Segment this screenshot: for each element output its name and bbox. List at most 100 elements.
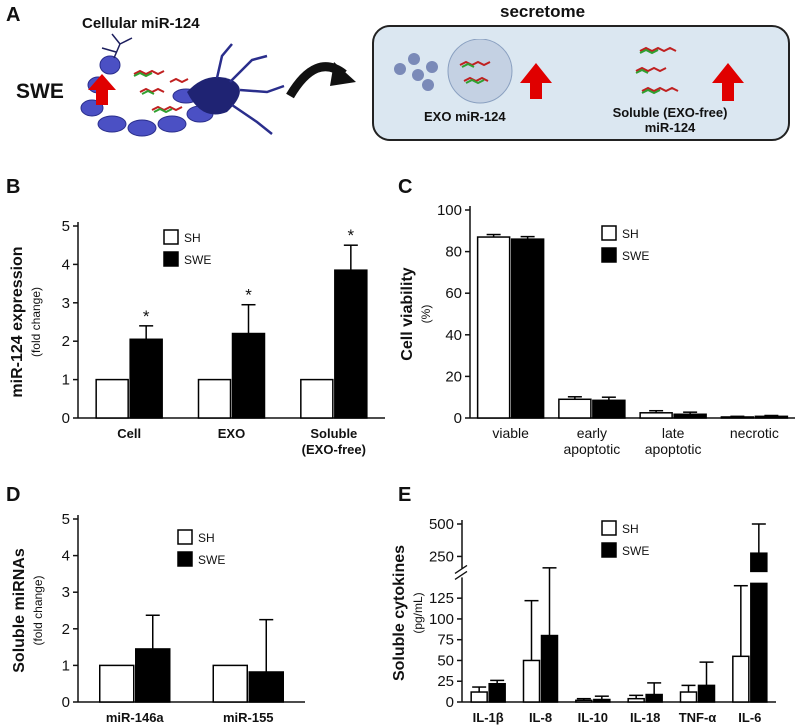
y-axis-title: Soluble miRNAs — [11, 548, 28, 673]
bar-swe — [334, 269, 368, 419]
legend-label-swe: SWE — [184, 253, 211, 267]
bar-sh — [679, 691, 698, 703]
chart-d-soluble-mirnas: 0 1 2 3 4 5 Soluble miRNAs (fold change) miR-146… — [11, 511, 305, 725]
bar-sh — [627, 697, 645, 703]
x-tick-label: apoptotic — [645, 441, 702, 457]
y-axis-subtitle: (pg/mL) — [411, 592, 425, 633]
soluble-label-line2: miR-124 — [644, 120, 696, 135]
bar-swe — [750, 582, 768, 703]
x-tick-label: necrotic — [730, 425, 779, 441]
bar-swe — [510, 238, 545, 419]
legend-swatch-swe — [601, 247, 617, 263]
y-axis-subtitle: (fold change) — [29, 287, 43, 357]
y-tick-label: 4 — [62, 548, 70, 565]
legend-label-sh: SH — [198, 531, 215, 545]
x-tick-label: viable — [492, 425, 529, 441]
legend-swatch-swe — [601, 542, 617, 558]
y-tick-label: 250 — [429, 548, 454, 565]
bar-sh — [522, 659, 541, 703]
bar-sh — [639, 412, 673, 419]
panel-letter-b: B — [6, 176, 21, 198]
y-axis-subtitle: (%) — [419, 305, 433, 324]
chart-c-cell-viability: 0 20 40 60 80 100 Cell viability (%) viable early… — [399, 202, 795, 457]
x-tick-label: IL-10 — [578, 710, 608, 725]
legend-label-sh: SH — [184, 231, 201, 245]
y-tick-label: 1 — [62, 372, 70, 389]
y-tick-label: 25 — [437, 673, 454, 690]
y-tick-label: 80 — [445, 244, 462, 261]
y-tick-label: 0 — [454, 410, 462, 427]
y-axis-title: Cell viability — [399, 267, 416, 360]
bar-sh — [99, 664, 135, 703]
y-tick-label: 500 — [429, 516, 454, 533]
bar-swe — [540, 634, 559, 703]
bar-sh — [476, 236, 511, 419]
y-tick-label: 5 — [62, 511, 70, 528]
y-tick-label: 0 — [62, 410, 70, 427]
legend-label-swe: SWE — [622, 544, 649, 558]
y-tick-label: 2 — [62, 621, 70, 638]
y-tick-label: 2 — [62, 333, 70, 350]
legend-swatch-sh — [177, 529, 193, 545]
soluble-mirna-illustration — [635, 46, 744, 101]
neuron-illustration — [80, 33, 285, 137]
panel-letter-c: C — [398, 176, 413, 198]
bar-sh — [575, 699, 593, 703]
bar-swe — [488, 682, 506, 703]
y-axis-title: Soluble cytokines — [391, 545, 408, 681]
bar-swe — [135, 648, 171, 703]
x-tick-label: EXO — [218, 426, 245, 441]
legend-swatch-swe — [177, 551, 193, 567]
x-tick-label: miR-146a — [106, 710, 165, 725]
secretome-title: secretome — [500, 2, 586, 21]
legend-label-swe: SWE — [622, 249, 649, 263]
y-tick-label: 50 — [437, 652, 454, 669]
legend-swatch-swe — [163, 251, 179, 267]
y-tick-label: 5 — [62, 218, 70, 235]
secretome-box: EXO miR-124 Soluble (EXO-free) miR-124 — [372, 25, 790, 141]
significance-marker: * — [143, 307, 150, 326]
x-tick-label: TNF-α — [679, 710, 717, 725]
legend-label-sh: SH — [622, 522, 639, 536]
bar-swe-upper — [750, 552, 768, 573]
bar-sh — [197, 378, 232, 419]
significance-marker: * — [245, 286, 252, 305]
bar-swe — [673, 413, 707, 419]
bar-swe — [645, 693, 663, 703]
exo-mir124-label: EXO miR-124 — [424, 109, 506, 124]
x-tick-label: Soluble — [310, 426, 357, 441]
cellular-mir124-title: Cellular miR-124 — [82, 15, 200, 32]
x-tick-label: miR-155 — [223, 710, 274, 725]
x-tick-label: IL-8 — [529, 710, 552, 725]
y-tick-label: 60 — [445, 285, 462, 302]
bar-sh — [558, 398, 592, 419]
y-tick-label: 20 — [445, 368, 462, 385]
bar-sh — [732, 655, 750, 703]
swe-condition-label: SWE — [16, 80, 64, 103]
panel-letter-e: E — [398, 484, 412, 506]
bar-swe — [231, 332, 266, 419]
x-tick-label: (EXO-free) — [302, 442, 366, 457]
exosome-illustration — [394, 39, 552, 104]
legend-swatch-sh — [601, 225, 617, 241]
axis-break-gap — [456, 568, 468, 578]
y-tick-label: 0 — [446, 694, 454, 711]
chart-e-soluble-cytokines: 0 25 50 75 100 125 250 500 Soluble cytokines (pg/… — [391, 516, 776, 725]
x-tick-label: apoptotic — [563, 441, 620, 457]
significance-marker: * — [348, 226, 355, 245]
soluble-mir124-label: Soluble (EXO-free) miR-124 — [610, 105, 730, 135]
bar-sh — [300, 378, 334, 419]
x-tick-label: IL-18 — [630, 710, 660, 725]
bar-swe — [754, 415, 789, 419]
y-tick-label: 1 — [62, 657, 70, 674]
y-tick-label: 40 — [445, 327, 462, 344]
legend-swatch-sh — [601, 520, 617, 536]
y-axis-subtitle: (fold change) — [31, 575, 45, 645]
bar-swe — [593, 698, 611, 703]
y-axis-title: miR-124 expression — [9, 246, 26, 397]
y-tick-label: 3 — [62, 295, 70, 312]
axis-break-mark — [454, 564, 468, 574]
bar-swe — [129, 338, 163, 419]
x-tick-label: IL-6 — [738, 710, 761, 725]
chart-b-mir124-expression: 0 1 2 3 4 5 miR-124 expression (fold change) * Ce… — [9, 218, 385, 457]
